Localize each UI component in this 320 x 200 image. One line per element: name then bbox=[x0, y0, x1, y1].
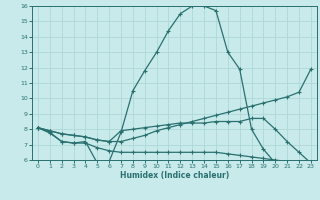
X-axis label: Humidex (Indice chaleur): Humidex (Indice chaleur) bbox=[120, 171, 229, 180]
